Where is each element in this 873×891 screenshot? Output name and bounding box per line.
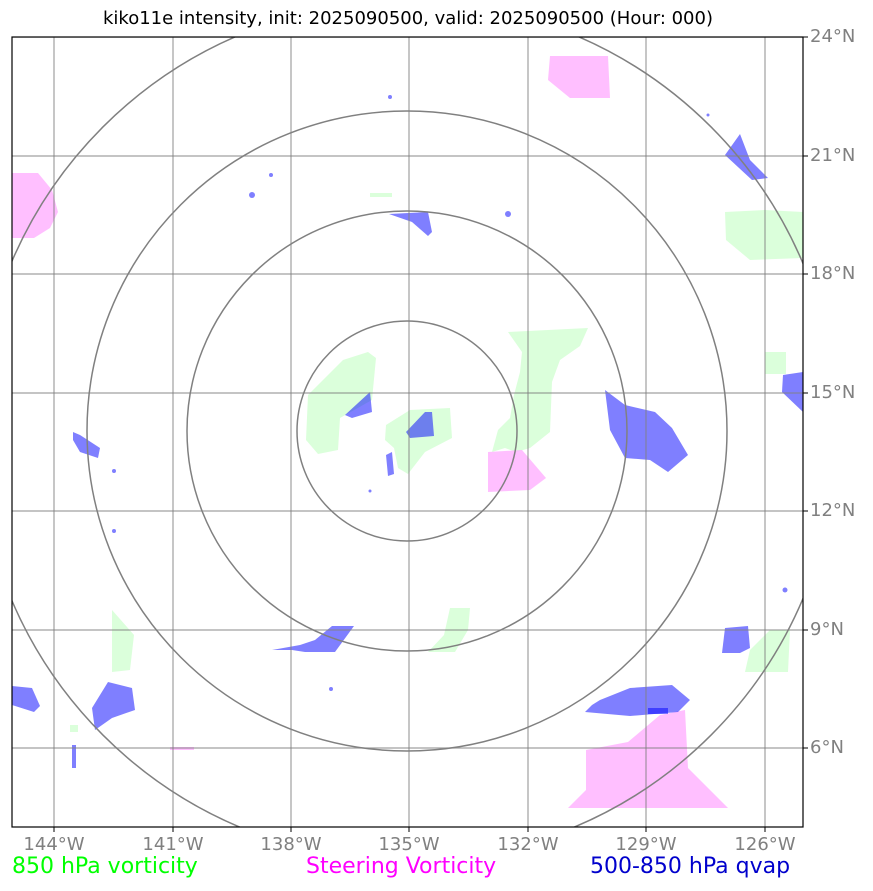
axis-ticks: [53, 36, 808, 832]
green-region: [492, 328, 588, 452]
blue-region: [585, 685, 690, 716]
blue-region: [12, 686, 40, 712]
lon-label-135w: 135°W: [378, 834, 440, 855]
lon-label-138w: 138°W: [260, 834, 322, 855]
lon-label-132w: 132°W: [497, 834, 559, 855]
blue-speck: [269, 173, 273, 177]
blue-region: [73, 432, 100, 458]
blue-region: [725, 134, 768, 180]
lon-label-129w: 129°W: [615, 834, 677, 855]
map-title: kiko11e intensity, init: 2025090500, val…: [103, 8, 713, 29]
magenta-region: [548, 56, 610, 98]
magenta-region: [12, 173, 58, 238]
map-frame: [11, 36, 804, 828]
lat-label-12n: 12°N: [810, 500, 856, 521]
blue-region: [92, 682, 135, 730]
lat-label-18n: 18°N: [810, 263, 856, 284]
blue-region: [406, 412, 434, 438]
legend-steering-vorticity: Steering Vorticity: [306, 854, 497, 879]
range-ring: [186, 210, 628, 652]
blue-speck: [112, 529, 116, 533]
blue-region: [648, 708, 668, 714]
blue-speck: [368, 489, 372, 493]
range-rings: [12, 37, 803, 827]
blue-speck: [505, 211, 511, 217]
blue-region: [272, 626, 354, 670]
blue-region: [345, 392, 372, 418]
qvap-regions: [12, 95, 803, 768]
green-region: [306, 352, 376, 454]
blue-region: [782, 372, 803, 412]
blue-speck: [329, 687, 333, 691]
green-region: [725, 210, 803, 260]
lat-label-15n: 15°N: [810, 382, 856, 403]
green-region: [765, 352, 786, 374]
green-region: [370, 193, 392, 197]
range-ring: [86, 110, 728, 752]
green-region: [385, 408, 452, 474]
green-region: [112, 610, 134, 672]
lon-label-144w: 144°W: [23, 834, 85, 855]
blue-speck: [706, 113, 710, 117]
blue-region: [389, 212, 432, 236]
legend-qvap: 500-850 hPa qvap: [590, 854, 791, 879]
lat-label-6n: 6°N: [810, 737, 844, 758]
blue-speck: [782, 587, 788, 593]
gridlines: [12, 37, 803, 827]
legend-850-vorticity: 850 hPa vorticity: [12, 854, 198, 879]
magenta-region: [568, 710, 728, 808]
blue-speck: [112, 469, 116, 473]
lat-label-24n: 24°N: [810, 26, 856, 47]
blue-region: [722, 626, 750, 653]
magenta-region: [488, 450, 546, 492]
blue-speck: [388, 95, 392, 99]
green-region: [70, 725, 78, 732]
lat-label-21n: 21°N: [810, 145, 856, 166]
lat-label-9n: 9°N: [810, 619, 844, 640]
lon-label-141w: 141°W: [142, 834, 204, 855]
blue-speck: [249, 192, 255, 198]
steering-vorticity-regions: [12, 56, 728, 808]
range-ring: [296, 320, 518, 542]
blue-region: [386, 452, 394, 476]
blue-region: [72, 745, 76, 768]
lon-label-126w: 126°W: [734, 834, 796, 855]
green-region: [745, 630, 790, 672]
